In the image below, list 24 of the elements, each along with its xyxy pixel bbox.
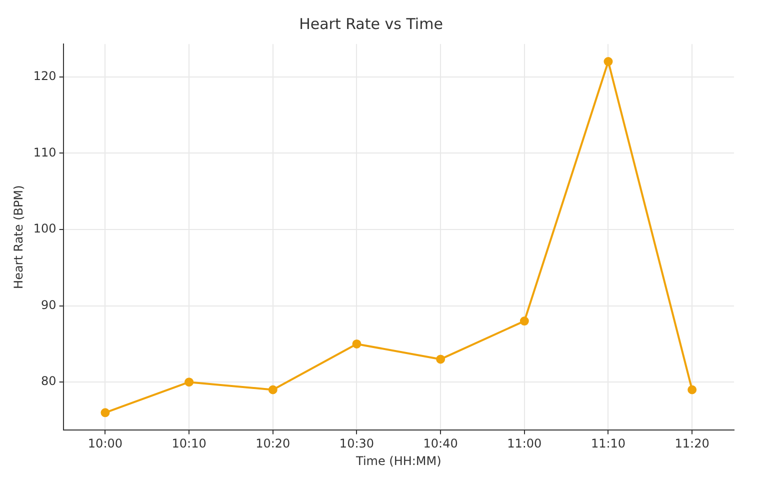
x-tick-label: 10:10 — [172, 436, 206, 451]
x-tick-label: 10:30 — [339, 436, 374, 451]
x-tick-label: 11:20 — [674, 436, 710, 451]
x-tick-label: 10:20 — [256, 436, 290, 451]
x-axis-title: Time (HH:MM) — [354, 454, 442, 468]
point — [184, 378, 194, 387]
y-tick-label: 100 — [33, 222, 56, 236]
y-axis-title: Heart Rate (BPM) — [11, 185, 26, 289]
y-tick-label: 110 — [33, 145, 56, 160]
y-tick-label: 120 — [33, 68, 56, 83]
x-tick-label: 10:40 — [423, 436, 458, 451]
x-tick-label: 10:00 — [88, 436, 123, 451]
point — [352, 339, 362, 348]
point — [100, 408, 110, 418]
x-tick-label: 11:00 — [507, 436, 542, 451]
chart-title: Heart Rate vs Time — [299, 14, 443, 33]
point — [688, 385, 697, 394]
y-tick-label: 90 — [41, 298, 56, 312]
point — [436, 354, 446, 364]
point — [604, 57, 613, 66]
point — [520, 316, 529, 326]
point — [268, 385, 278, 394]
y-tick-label: 80 — [41, 374, 56, 388]
x-tick-label: 11:10 — [590, 436, 626, 451]
